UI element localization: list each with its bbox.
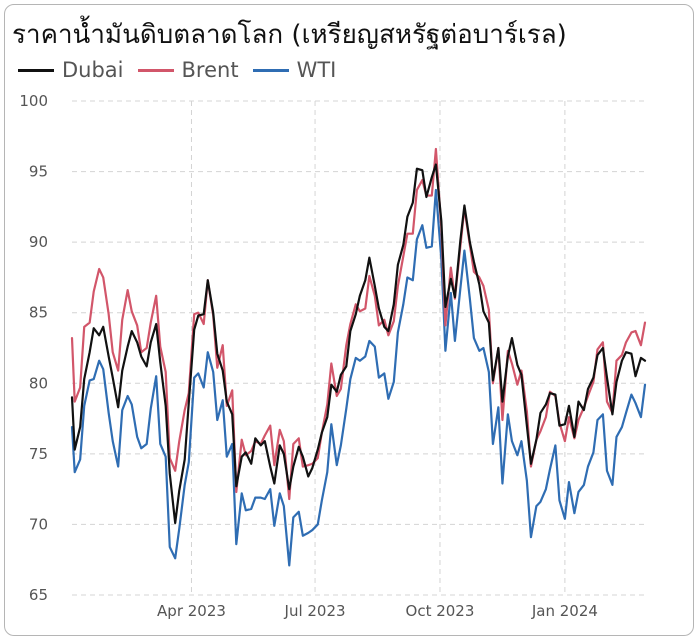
legend-swatch-dubai bbox=[18, 68, 54, 72]
legend-label-brent: Brent bbox=[181, 58, 239, 82]
chart-title: ราคาน้ำมันดิบตลาดโลก (เหรียญสหรัฐต่อบาร์… bbox=[12, 20, 567, 50]
y-tick-label: 95 bbox=[29, 163, 48, 181]
wti-series-line bbox=[70, 188, 647, 567]
y-tick-label: 80 bbox=[29, 374, 48, 392]
y-tick-label: 70 bbox=[29, 515, 48, 533]
legend-item-dubai: Dubai bbox=[18, 58, 124, 82]
legend-item-brent: Brent bbox=[137, 58, 239, 82]
x-tick-label: Jul 2023 bbox=[284, 602, 346, 620]
x-tick-label: Oct 2023 bbox=[406, 602, 475, 620]
x-tick-label: Jan 2024 bbox=[531, 602, 598, 620]
legend-item-wti: WTI bbox=[252, 58, 337, 82]
grid-lines bbox=[72, 100, 645, 596]
legend-swatch-brent bbox=[137, 68, 174, 72]
y-tick-label: 75 bbox=[29, 445, 48, 463]
y-tick-label: 85 bbox=[29, 304, 48, 322]
y-tick-label: 90 bbox=[29, 233, 48, 251]
legend-label-wti: WTI bbox=[296, 58, 337, 82]
tick-labels: 65 70 75 80 85 90 95 100 Apr 2023 Jul 2023 Oct 202… bbox=[19, 92, 598, 620]
brent-series-line bbox=[70, 147, 647, 501]
chart-frame bbox=[4, 4, 694, 636]
x-tick-label: Apr 2023 bbox=[157, 602, 226, 620]
y-tick-label: 100 bbox=[19, 92, 48, 110]
y-tick-label: 65 bbox=[29, 586, 48, 604]
chart-legend: Dubai Brent WTI bbox=[18, 58, 336, 82]
dubai-series-line bbox=[70, 163, 647, 525]
legend-swatch-wti bbox=[252, 68, 289, 72]
legend-label-dubai: Dubai bbox=[62, 58, 124, 82]
